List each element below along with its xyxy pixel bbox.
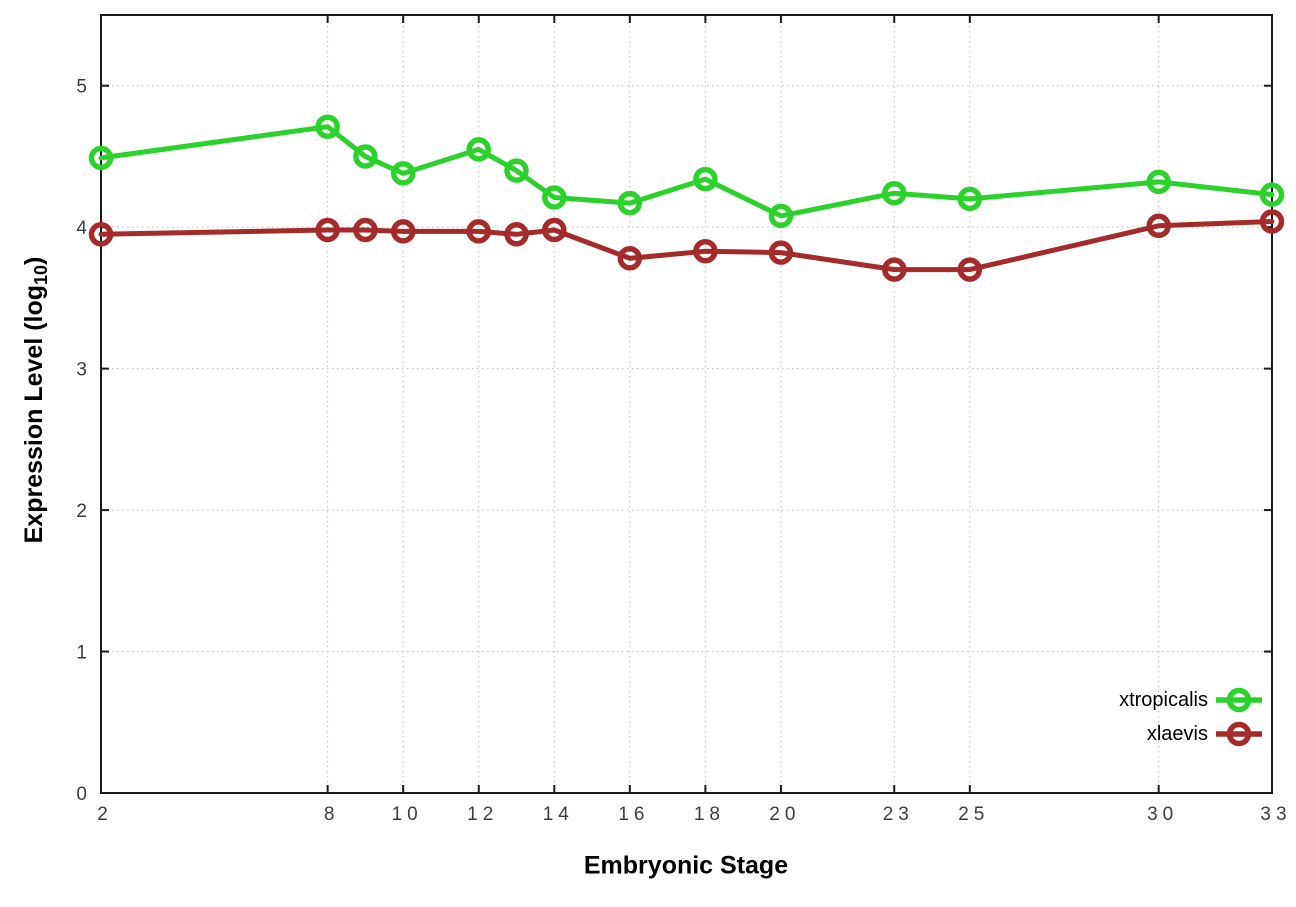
data-point-xtropicalis <box>542 185 567 210</box>
y-tick-label: 2 <box>76 501 92 522</box>
legend-label-xlaevis: xlaevis <box>1146 722 1208 745</box>
data-point-xlaevis <box>542 217 567 243</box>
data-point-xlaevis <box>466 219 491 244</box>
y-tick-label: 3 <box>76 360 92 381</box>
x-tick-label: 18 <box>694 804 725 825</box>
x-tick-label: 30 <box>1147 804 1178 825</box>
x-axis-title: Embryonic Stage <box>583 851 789 880</box>
x-tick-label: 2 <box>97 804 113 825</box>
legend-item-xtropicalis: xtropicalis <box>1119 683 1263 716</box>
data-point-xlaevis <box>88 222 114 247</box>
x-tick-label: 16 <box>618 804 649 825</box>
data-point-xtropicalis <box>768 203 794 229</box>
x-tick-label: 12 <box>467 804 498 825</box>
x-tick-label: 25 <box>958 804 989 825</box>
data-point-xlaevis <box>353 217 378 243</box>
x-tick-label: 20 <box>769 804 800 825</box>
y-axis-title-subscript: 10 <box>31 264 52 285</box>
data-point-xtropicalis <box>466 137 491 162</box>
data-point-xtropicalis <box>504 158 529 183</box>
data-point-xtropicalis <box>88 145 114 171</box>
data-point-xtropicalis <box>315 114 340 139</box>
data-point-xlaevis <box>768 240 794 265</box>
y-tick-label: 5 <box>76 77 92 98</box>
data-point-xlaevis <box>617 246 643 271</box>
data-point-xlaevis <box>882 257 907 282</box>
y-axis-title: Expression Level (log10) <box>20 257 52 544</box>
data-point-xlaevis <box>1146 213 1171 239</box>
x-tick-label: 23 <box>883 804 914 825</box>
x-tick-label: 14 <box>543 804 574 825</box>
x-tick-label: 33 <box>1260 804 1291 825</box>
data-point-xtropicalis <box>957 186 983 212</box>
x-tick-label: 10 <box>392 804 423 825</box>
y-axis-title-close: ) <box>19 256 48 265</box>
series-line-xlaevis <box>98 219 1275 273</box>
data-point-xlaevis <box>693 238 718 264</box>
legend: xtropicalis xlaevis <box>1119 683 1263 750</box>
y-tick-label: 0 <box>76 784 92 805</box>
plot-border <box>100 14 1273 794</box>
legend-item-xlaevis: xlaevis <box>1119 717 1263 750</box>
y-tick-label: 4 <box>76 218 92 239</box>
x-tick-label: 8 <box>324 804 340 825</box>
data-point-xlaevis <box>957 257 983 282</box>
data-point-xtropicalis <box>390 161 416 186</box>
data-point-xtropicalis <box>617 190 643 216</box>
y-axis-title-text: Expression Level (log <box>19 284 48 544</box>
data-point-xlaevis <box>390 219 416 244</box>
data-point-xtropicalis <box>1259 182 1285 207</box>
line-marker-icon <box>1216 687 1262 712</box>
data-point-xlaevis <box>504 222 529 247</box>
data-point-xtropicalis <box>353 144 378 169</box>
data-point-xtropicalis <box>693 166 718 192</box>
series-line-xtropicalis <box>98 124 1275 219</box>
y-tick-label: 1 <box>76 643 92 664</box>
line-marker-icon <box>1216 721 1262 746</box>
legend-label-xtropicalis: xtropicalis <box>1119 688 1208 711</box>
data-point-xtropicalis <box>882 180 907 206</box>
data-point-xlaevis <box>315 217 340 243</box>
data-point-xlaevis <box>1259 209 1285 234</box>
data-point-xtropicalis <box>1146 169 1171 195</box>
